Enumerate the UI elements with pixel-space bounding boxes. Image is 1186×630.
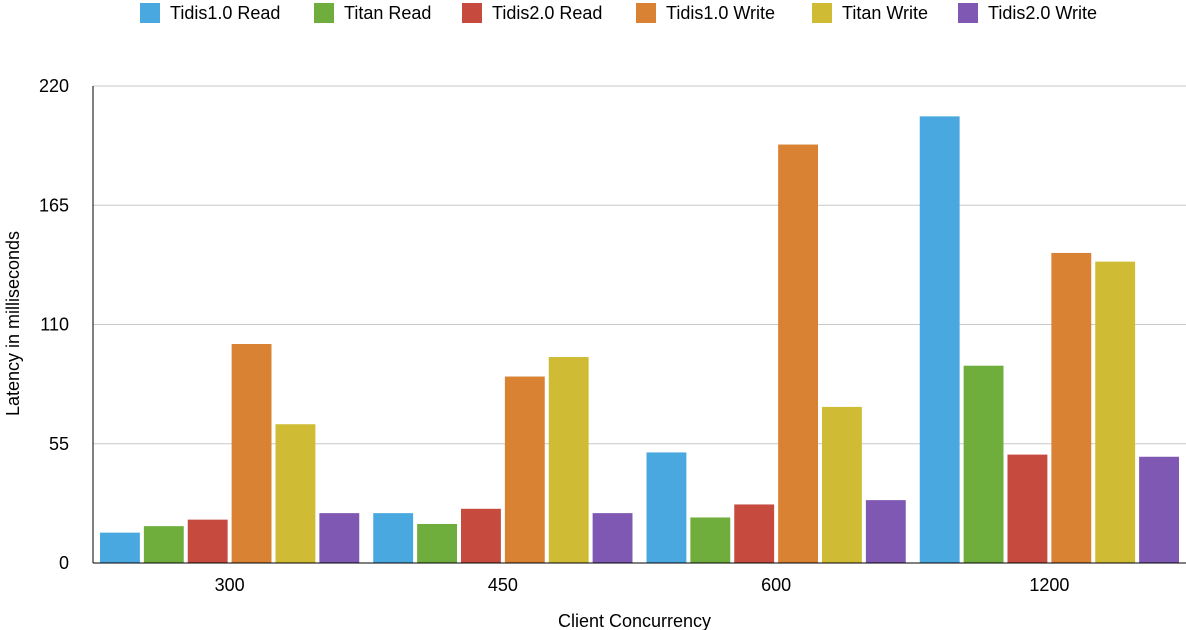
legend-label-titan-write: Titan Write (842, 2, 929, 23)
y-tick-label: 55 (49, 434, 69, 454)
bar (373, 513, 414, 563)
bar (1139, 456, 1179, 563)
x-tick-label: 450 (488, 575, 518, 595)
legend-label-tidis1-write: Tidis1.0 Write (666, 2, 776, 23)
bar (822, 406, 862, 563)
legend-swatch-tidis1-read (140, 3, 160, 23)
bars (100, 116, 1179, 564)
bar (548, 357, 589, 563)
bar (963, 365, 1004, 563)
bar (319, 513, 360, 563)
y-tick-label: 0 (59, 553, 69, 573)
legend-label-titan-read: Titan Read (344, 2, 432, 23)
bar (187, 519, 228, 563)
x-tick-label: 600 (761, 575, 791, 595)
bar (100, 532, 140, 563)
chart-legend: Tidis1.0 Read Titan Read Tidis2.0 Read T… (0, 0, 1186, 28)
y-axis-title: Latency in milliseconds (3, 231, 23, 416)
bar (1095, 261, 1136, 563)
legend-item-tidis1-read: Tidis1.0 Read (140, 2, 280, 24)
legend-item-tidis2-write: Tidis2.0 Write (958, 2, 1097, 24)
legend-swatch-titan-read (314, 3, 334, 23)
bar (690, 517, 731, 563)
bar (231, 344, 272, 563)
y-tick-label: 165 (39, 195, 69, 215)
bar (417, 523, 457, 563)
bar (275, 424, 316, 563)
x-tick-label: 300 (215, 575, 245, 595)
bar (778, 144, 818, 564)
legend-swatch-titan-write (812, 3, 832, 23)
x-tick-label: 1200 (1029, 575, 1069, 595)
legend-label-tidis2-write: Tidis2.0 Write (988, 2, 1098, 23)
bar (1007, 454, 1048, 563)
bar (461, 508, 501, 563)
legend-swatch-tidis2-write (958, 3, 978, 23)
axes: 0 55 110 165 220 300 450 600 1200 (39, 76, 1186, 595)
y-tick-label: 110 (40, 315, 69, 335)
legend-label-tidis1-read: Tidis1.0 Read (170, 2, 281, 23)
legend-item-tidis2-read: Tidis2.0 Read (462, 2, 602, 24)
bar (143, 526, 184, 563)
legend-item-tidis1-write: Tidis1.0 Write (636, 2, 775, 24)
legend-item-titan-read: Titan Read (314, 2, 431, 24)
bar (504, 376, 545, 563)
legend-swatch-tidis1-write (636, 3, 656, 23)
bar (734, 504, 775, 563)
legend-label-tidis2-read: Tidis2.0 Read (492, 2, 603, 23)
legend-item-titan-write: Titan Write (812, 2, 928, 24)
legend-swatch-tidis2-read (462, 3, 482, 23)
bar (919, 116, 960, 563)
grid-lines (93, 85, 1186, 445)
bar (1051, 252, 1092, 563)
y-tick-label: 220 (39, 76, 69, 96)
x-axis-title: Client Concurrency (558, 611, 711, 630)
bar (646, 452, 687, 563)
bar (865, 500, 906, 563)
bar (592, 513, 633, 563)
